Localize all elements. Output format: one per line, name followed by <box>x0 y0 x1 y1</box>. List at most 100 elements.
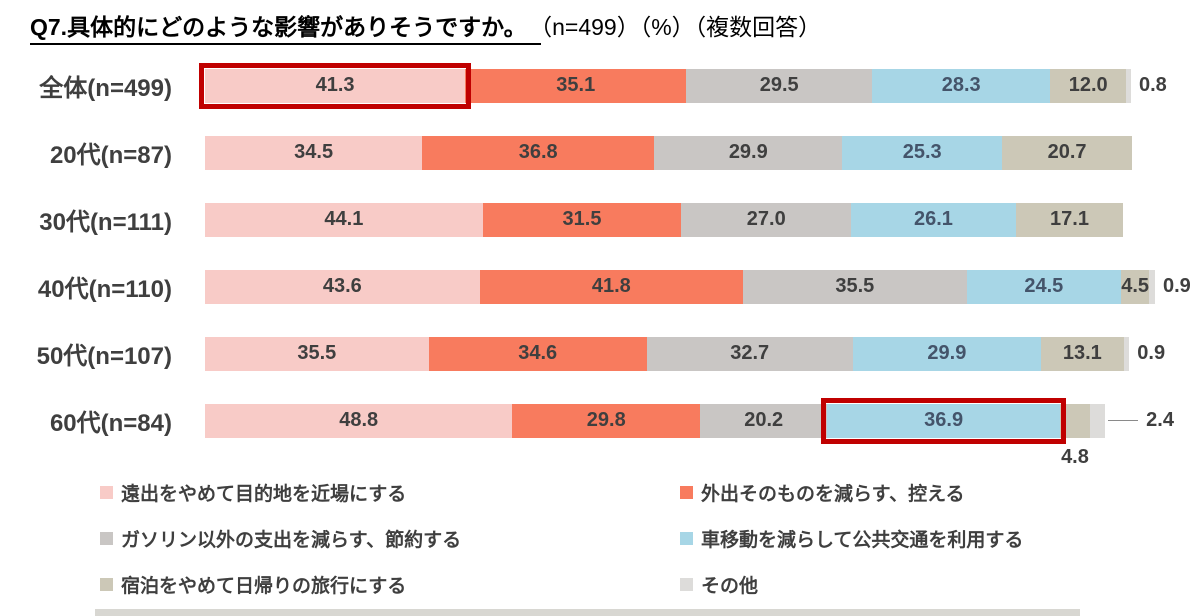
segment-value: 41.8 <box>591 275 631 297</box>
bar-segment: 12.0 <box>1050 68 1126 103</box>
page-title: Q7.具体的にどのような影響がありそうですか。 （n=499）（%）（複数回答） <box>30 8 822 45</box>
title-suffix: （n=499）（%）（複数回答） <box>540 14 822 40</box>
segment-value: 29.8 <box>586 409 626 431</box>
legend-swatch <box>100 577 113 591</box>
segment-value: 20.7 <box>1047 141 1087 163</box>
chart-row: 50代(n=107) 35.5 34.6 32.7 29.9 13.1 0.9 <box>0 320 1200 387</box>
legend-item: 車移動を減らして公共交通を利用する <box>680 522 1023 554</box>
segment-value: 29.5 <box>759 74 799 96</box>
segment-value: 28.3 <box>941 74 981 96</box>
chart-row: 全体(n=499) 41.3 35.1 29.5 28.3 12.0 0.8 <box>0 52 1200 119</box>
segment-value: 24.5 <box>1024 275 1064 297</box>
segment-value: 20.2 <box>744 409 784 431</box>
segment-value: 34.5 <box>294 141 334 163</box>
bar-track: 35.5 34.6 32.7 29.9 13.1 0.9 <box>205 336 1166 371</box>
bar-track: 48.8 29.8 20.2 36.9 4.8 2.4 <box>205 397 1174 468</box>
segment-value: 25.3 <box>902 141 942 163</box>
row-label: 全体(n=499) <box>39 75 172 102</box>
row-label: 20代(n=87) <box>49 142 172 169</box>
legend-label: 宿泊をやめて日帰りの旅行にする <box>121 575 407 597</box>
legend-label: 車移動を減らして公共交通を利用する <box>701 529 1024 551</box>
legend: 遠出をやめて目的地を近場にする 外出そのものを減らす、控えるガソリン以外の支出を減… <box>100 476 1023 600</box>
bar-segment: 20.7 <box>1001 135 1133 170</box>
bar-segment: 35.5 <box>205 336 429 371</box>
bar-segment: 27.0 <box>681 202 852 237</box>
legend-label: その他 <box>701 575 759 597</box>
segment-value: 35.1 <box>556 74 596 96</box>
row-label: 60代(n=84) <box>49 410 172 437</box>
bar-segment: 20.2 <box>700 403 828 438</box>
segment-value-below: 4.8 <box>1061 445 1089 468</box>
legend-label: 遠出をやめて目的地を近場にする <box>121 483 407 505</box>
legend-swatch <box>680 577 693 591</box>
row-label: 50代(n=107) <box>36 343 172 370</box>
bar-segment: 26.1 <box>851 202 1016 237</box>
bar-segment <box>1123 336 1130 371</box>
chart-row: 30代(n=111) 44.1 31.5 27.0 26.1 17.1 <box>0 186 1200 253</box>
segment-value: 36.9 <box>924 409 964 431</box>
bar-segment: 25.3 <box>842 135 1002 170</box>
legend-swatch <box>680 485 693 499</box>
stacked-bar-chart: 全体(n=499) 41.3 35.1 29.5 28.3 12.0 0.8 20代(n=87… <box>0 52 1200 468</box>
leader-line <box>1108 420 1139 421</box>
legend-item: 外出そのものを減らす、控える <box>680 476 1023 508</box>
bar-segment: 43.6 <box>205 269 480 304</box>
segment-value: 13.1 <box>1062 342 1102 364</box>
legend-label: ガソリン以外の支出を減らす、節約する <box>121 529 462 551</box>
bar-segment: 17.1 <box>1015 202 1124 237</box>
segment-value: 32.7 <box>730 342 770 364</box>
bar-segment: 36.8 <box>422 135 655 170</box>
bar-segment: 36.9 <box>821 397 1066 444</box>
segment-value-outside: 0.9 <box>1162 275 1191 297</box>
segment-value: 4.5 <box>1121 275 1150 297</box>
segment-value: 35.5 <box>835 275 875 297</box>
bar-segment: 48.8 <box>205 403 513 438</box>
row-label: 30代(n=111) <box>39 209 172 236</box>
bar-segment <box>1090 403 1106 438</box>
segment-value: 29.9 <box>927 342 967 364</box>
bar-segment: 13.1 <box>1041 336 1124 371</box>
bar-segment <box>1149 269 1155 304</box>
bar-track: 43.6 41.8 35.5 24.5 4.5 0.9 <box>205 269 1191 304</box>
chart-row: 40代(n=110) 43.6 41.8 35.5 24.5 4.5 0.9 <box>0 253 1200 320</box>
segment-value-outside: 0.8 <box>1138 74 1167 96</box>
legend-item: 宿泊をやめて日帰りの旅行にする <box>100 568 680 600</box>
bar-segment: 35.1 <box>465 68 687 103</box>
bar-segment <box>1125 68 1131 103</box>
segment-value: 26.1 <box>914 208 953 230</box>
row-label: 40代(n=110) <box>37 276 172 303</box>
bar-track: 44.1 31.5 27.0 26.1 17.1 <box>205 202 1124 237</box>
segment-value-outside: 2.4 <box>1146 409 1174 431</box>
bar-segment: 29.9 <box>852 336 1042 371</box>
legend-item: ガソリン以外の支出を減らす、節約する <box>100 522 680 554</box>
legend-swatch <box>680 531 693 545</box>
chart-row: 60代(n=84) 48.8 29.8 20.2 36.9 4.8 2.4 <box>0 387 1200 468</box>
segment-value: 17.1 <box>1050 208 1089 230</box>
bar-segment: 4.8 <box>1059 403 1091 468</box>
bar-segment: 32.7 <box>646 336 853 371</box>
legend-swatch <box>100 531 113 545</box>
legend-swatch <box>100 485 113 499</box>
title-question: Q7.具体的にどのような影響がありそうですか。 <box>30 14 541 45</box>
bar-segment: 41.8 <box>479 269 743 304</box>
segment-value: 35.5 <box>297 342 337 364</box>
bar-track: 34.5 36.8 29.9 25.3 20.7 <box>205 135 1133 170</box>
bar-segment: 24.5 <box>966 269 1121 304</box>
legend-item: 遠出をやめて目的地を近場にする <box>100 476 680 508</box>
segment-value: 29.9 <box>728 141 768 163</box>
bar-segment: 35.5 <box>742 269 967 304</box>
segment-value: 12.0 <box>1068 74 1108 96</box>
segment-value: 27.0 <box>746 208 786 230</box>
bar-segment: 28.3 <box>872 68 1051 103</box>
segment-value: 43.6 <box>322 275 362 297</box>
bar-segment: 34.6 <box>428 336 647 371</box>
bar-segment: 34.5 <box>205 135 423 170</box>
segment-value: 48.8 <box>339 409 379 431</box>
segment-value: 44.1 <box>324 208 364 230</box>
segment-value: 36.8 <box>518 141 558 163</box>
bar-segment: 29.9 <box>654 135 843 170</box>
segment-value-outside: 0.9 <box>1137 342 1166 364</box>
bar-segment: 31.5 <box>482 202 682 237</box>
segment-value: 34.6 <box>518 342 558 364</box>
